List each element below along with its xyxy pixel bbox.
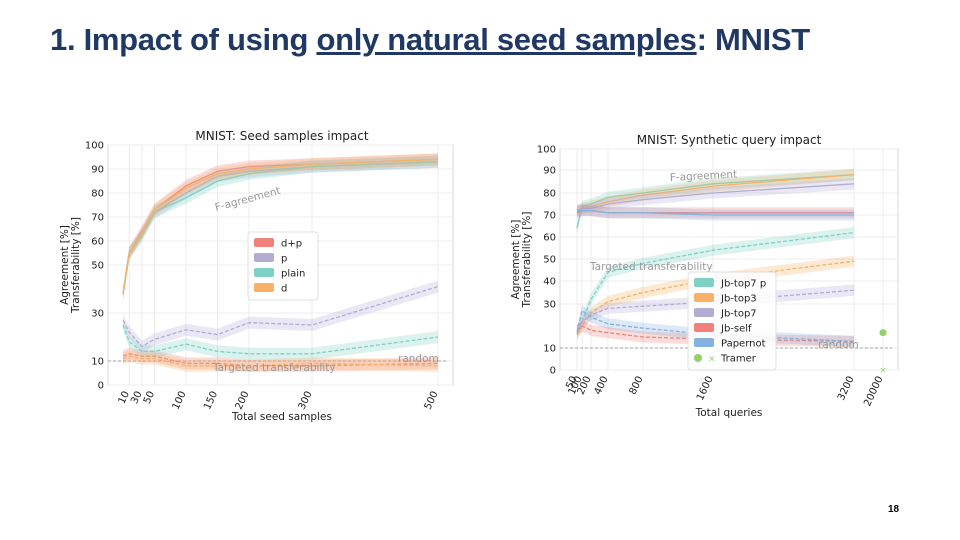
y-tick-label: 40 — [543, 277, 556, 288]
y-axis-label: Agreement [%] — [59, 225, 71, 305]
seed-samples-chart: 0 10 30 50 60 70 80 90 100 10 30 50 100 150 200 300 500 M… — [0, 0, 470, 435]
legend-swatch-d — [254, 283, 274, 292]
legend-swatch-tramer — [694, 354, 702, 362]
y-axis-label: Agreement [%] — [510, 220, 522, 300]
legend-label-p: p — [281, 254, 287, 265]
x-tick-label: 150 — [202, 390, 220, 412]
legend-swatch-papernot — [694, 338, 714, 347]
x-tick-label: 10 — [117, 390, 132, 406]
x-tick-label: 200 — [234, 390, 252, 412]
series-band-jb-top7-agreement — [577, 178, 854, 217]
series-band-plain-agreement — [123, 155, 438, 300]
synthetic-query-chart: 0 10 30 40 50 60 70 80 90 100 50 100 200 400 800 1600 32… — [470, 0, 920, 435]
series-point-tramer — [879, 329, 887, 337]
series-line-plain-transferability — [122, 324, 439, 355]
y-tick-label: 30 — [91, 309, 104, 320]
annotation-targeted-transferability: Targeted transferability — [589, 261, 713, 273]
annotation-random: random — [398, 353, 439, 365]
series-line-papernot-agreement — [577, 209, 854, 216]
annotation-random: random — [818, 339, 859, 351]
y-tick-label: 0 — [98, 381, 104, 392]
y-tick-label: 80 — [91, 189, 104, 200]
legend-swatch-plain — [254, 268, 274, 277]
series-band-papernot-transferability — [577, 305, 854, 347]
legend-label-papernot: Papernot — [721, 339, 766, 350]
series-line-d-p-transferability — [122, 353, 439, 367]
x-tick-label: 30 — [129, 390, 144, 406]
legend-label-plain: plain — [281, 269, 305, 280]
series-band-jb-top7-p-transferability — [577, 227, 854, 339]
legend-label-jb-top7: Jb-top7 — [720, 309, 757, 320]
y-tick-label: 70 — [543, 211, 556, 222]
y-tick-label: 100 — [85, 141, 104, 152]
annotation-targeted-transferability: Targeted transferability — [212, 362, 336, 374]
y-tick-label: 10 — [543, 344, 556, 355]
series-line-jb-top7-agreement — [576, 183, 855, 212]
legend-label-jb-top3: Jb-top3 — [720, 294, 757, 305]
x-tick-label: 800 — [628, 375, 646, 397]
y-axis-label: Transferability [%] — [70, 217, 82, 314]
x-axis-label: Total queries — [695, 407, 763, 419]
legend-swatch-tramer-x: × — [708, 355, 716, 365]
legend-label-tramer: Tramer — [720, 354, 757, 365]
x-tick-label: 20000 — [862, 375, 885, 408]
chart-title: MNIST: Seed samples impact — [195, 129, 368, 143]
legend-label-jb-self: Jb-self — [720, 324, 752, 335]
page-number: 18 — [888, 504, 900, 515]
y-tick-label: 100 — [537, 145, 556, 156]
x-axis-label: Total seed samples — [231, 411, 332, 423]
legend-swatch-d-p — [254, 238, 274, 247]
x-tick-label: 400 — [593, 375, 611, 397]
x-tick-label: 100 — [171, 390, 189, 412]
y-tick-label: 60 — [91, 237, 104, 248]
series-line-d-transferability — [122, 355, 439, 367]
x-tick-label: 1600 — [695, 375, 716, 403]
series-band-jb-top7-transferability — [577, 284, 854, 336]
chart-title: MNIST: Synthetic query impact — [637, 133, 822, 147]
legend-swatch-jb-top3 — [694, 293, 714, 302]
y-tick-label: 50 — [543, 255, 556, 266]
y-tick-label: 30 — [543, 300, 556, 311]
y-tick-label: 70 — [91, 213, 104, 224]
y-tick-label: 50 — [91, 261, 104, 272]
legend-swatch-p — [254, 253, 274, 262]
series-band-plain-transferability — [123, 319, 438, 360]
series-line-p-transferability — [122, 285, 439, 348]
series-band-papernot-agreement — [577, 205, 854, 221]
y-tick-label: 60 — [543, 233, 556, 244]
y-tick-label: 90 — [91, 165, 104, 176]
title-prefix: 1. Impact of using — [50, 22, 317, 57]
x-tick-label: 300 — [297, 390, 315, 412]
series-line-d-agreement — [122, 158, 439, 294]
y-axis-label: Transferability [%] — [521, 212, 533, 309]
legend-swatch-jb-top7 — [694, 308, 714, 317]
y-tick-label: 90 — [543, 166, 556, 177]
slide-title: 1. Impact of using only natural seed sam… — [50, 22, 810, 58]
series-point-tramer: × — [879, 366, 887, 376]
series-band-jb-top7-p-agreement — [577, 168, 854, 234]
x-tick-label: 3200 — [836, 375, 857, 403]
legend-swatch-jb-self — [694, 323, 714, 332]
series-band-jb-top3-transferability — [577, 255, 854, 341]
legend-swatch-jb-top7-p — [694, 278, 714, 287]
x-tick-label: 500 — [423, 390, 441, 412]
legend-label-d: d — [281, 284, 287, 295]
series-line-jb-top7-p-agreement — [576, 173, 855, 229]
y-tick-label: 0 — [550, 366, 556, 377]
title-suffix: : MNIST — [696, 22, 811, 57]
x-tick-label: 50 — [564, 375, 579, 391]
y-tick-label: 80 — [543, 189, 556, 200]
title-underlined: only natural seed samples — [316, 22, 697, 57]
y-tick-label: 10 — [91, 357, 104, 368]
x-tick-label: 50 — [142, 390, 157, 406]
series-band-p-transferability — [123, 280, 438, 353]
legend-label-jb-top7-p: Jb-top7 p — [720, 279, 766, 290]
legend-label-d-p: d+p — [281, 239, 302, 250]
annotation-f-agreement: F-agreement — [670, 168, 738, 184]
series-line-jb-top7-p-transferability — [576, 231, 855, 333]
